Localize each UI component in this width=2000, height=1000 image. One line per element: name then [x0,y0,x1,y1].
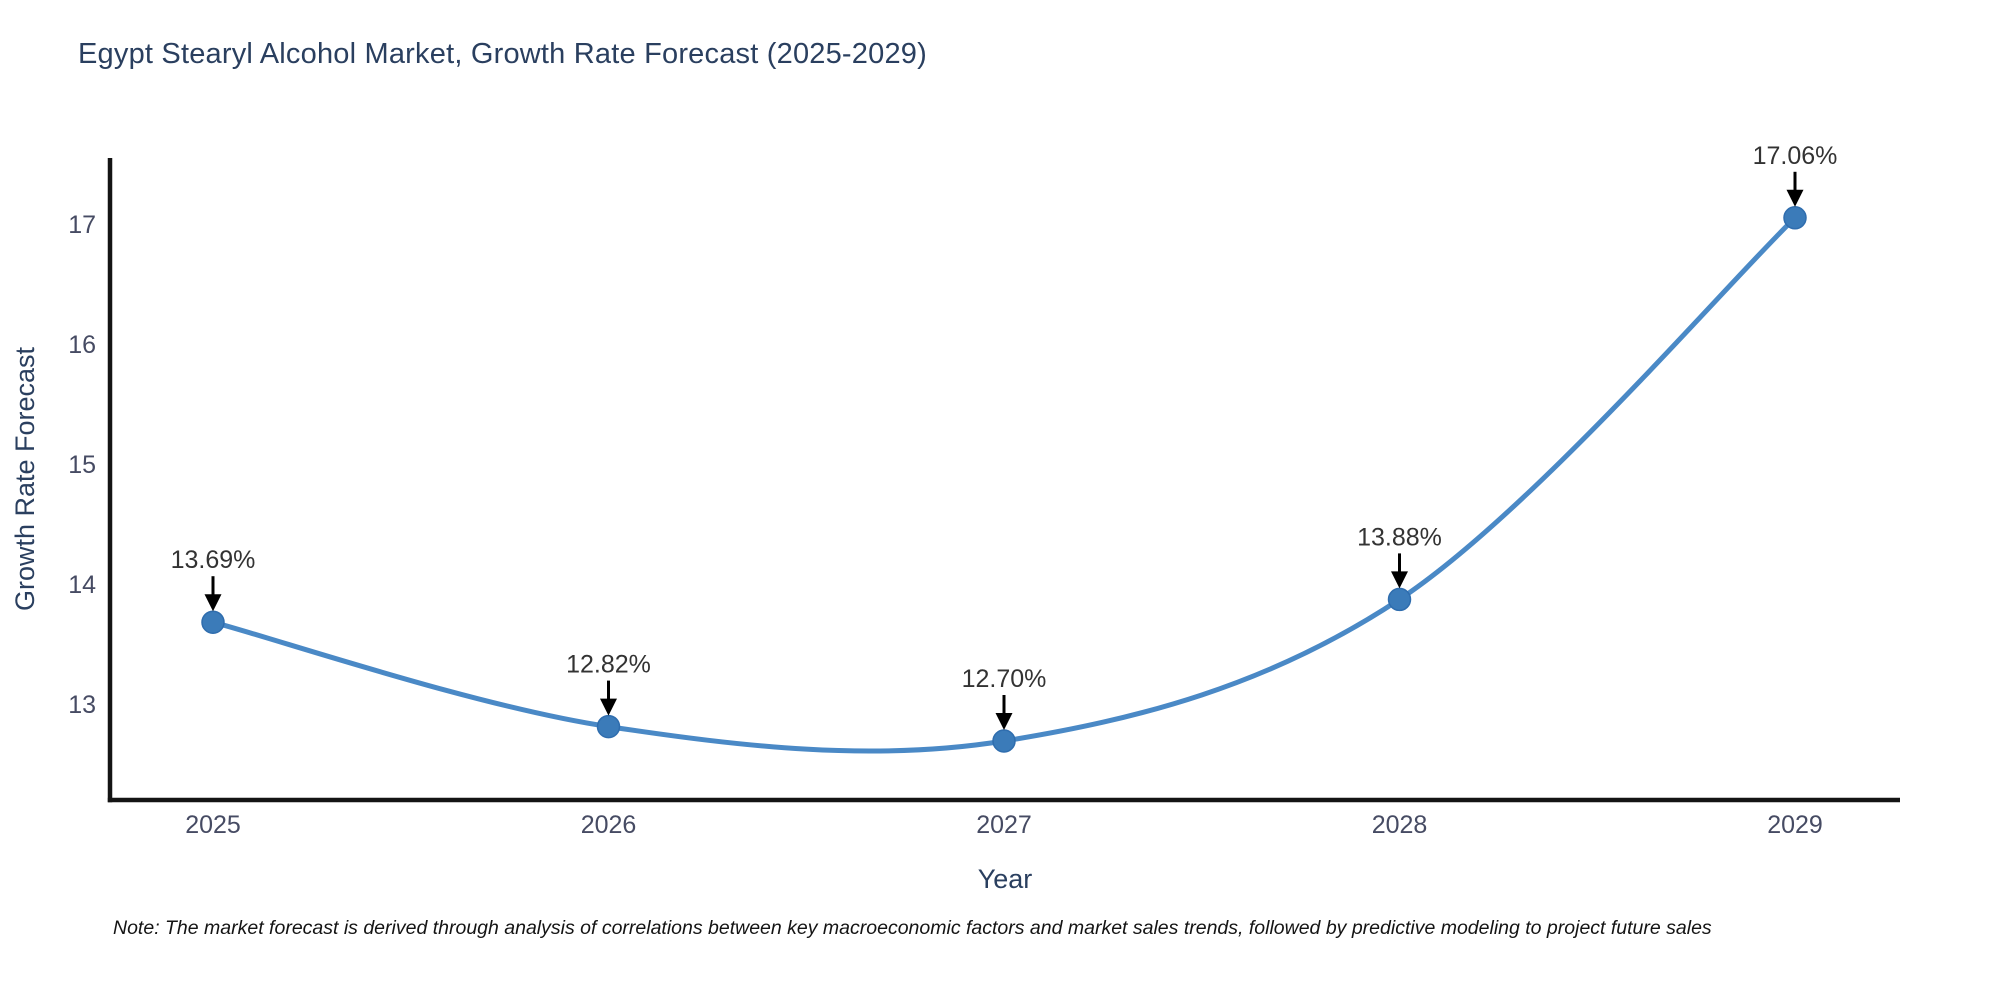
x-tick-label: 2027 [976,811,1032,839]
series-line [210,215,1798,754]
data-point-label: 12.82% [566,651,651,679]
data-point-marker [201,610,225,634]
data-point-marker [596,714,621,739]
annotation-arrowhead [1786,189,1804,207]
data-point-label: 17.06% [1753,142,1838,170]
data-point-marker [1387,587,1412,612]
x-tick-label: 2029 [1767,811,1823,839]
data-point-marker [992,729,1016,753]
x-axis-title: Year [978,864,1033,894]
annotation-arrowhead [995,713,1013,730]
data-point-marker [1783,206,1807,230]
data-point-label: 13.88% [1357,523,1442,551]
y-tick-label: 17 [68,211,96,239]
footnote: Note: The market forecast is derived thr… [113,917,1712,939]
y-axis-title: Growth Rate Forecast [10,346,40,611]
y-tick-label: 13 [68,691,96,719]
x-tick-label: 2025 [185,811,241,839]
y-tick-label: 16 [68,331,96,359]
data-point-label: 12.70% [962,665,1047,693]
annotation-arrowhead [600,698,617,716]
x-tick-label: 2028 [1372,811,1428,839]
y-tick-label: 15 [68,451,96,479]
data-point-label: 13.69% [171,546,256,574]
x-tick-label: 2026 [581,811,637,839]
chart-title: Egypt Stearyl Alcohol Market, Growth Rat… [78,38,927,70]
y-tick-label: 14 [68,571,96,599]
annotation-arrowhead [204,594,222,612]
annotation-arrowhead [1391,571,1408,589]
